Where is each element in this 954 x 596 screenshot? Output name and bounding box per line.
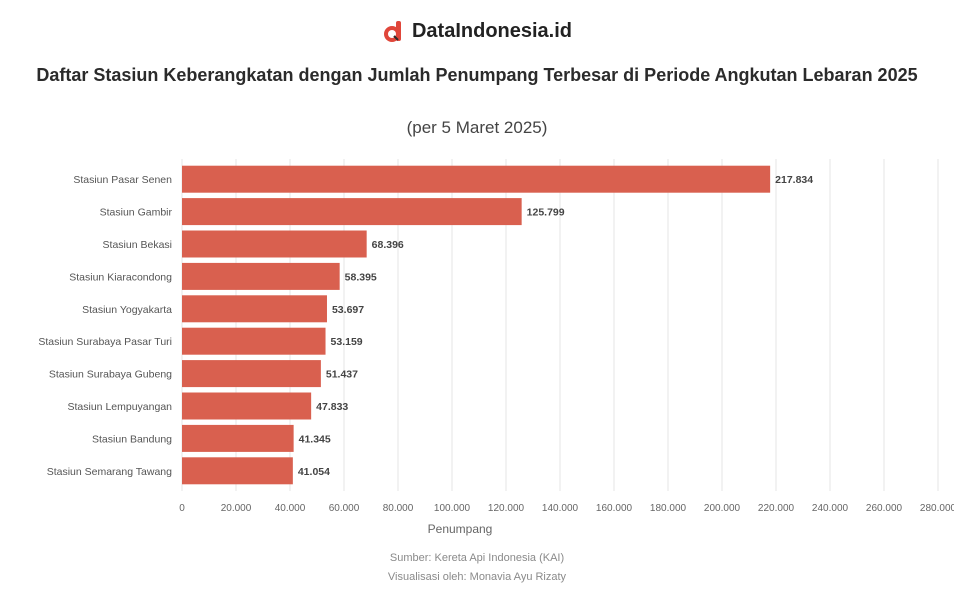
bar — [182, 165, 771, 193]
x-tick-label: 220.000 — [758, 503, 795, 514]
x-tick-label: 100.000 — [434, 503, 471, 514]
data-label: 41.345 — [299, 433, 331, 445]
category-label: Stasiun Lempuyangan — [68, 401, 173, 413]
bar — [182, 392, 312, 420]
brand-header: DataIndonesia.id — [0, 20, 954, 43]
category-label: Stasiun Bandung — [92, 433, 172, 445]
x-tick-label: 80.000 — [383, 503, 414, 514]
x-tick-label: 200.000 — [704, 503, 741, 514]
category-label: Stasiun Pasar Senen — [73, 174, 172, 186]
x-tick-label: 40.000 — [275, 503, 306, 514]
x-tick-label: 260.000 — [866, 503, 903, 514]
bar — [182, 360, 321, 388]
category-label: Stasiun Surabaya Pasar Turi — [38, 336, 172, 348]
x-tick-label: 280.000 — [920, 503, 954, 514]
category-label: Stasiun Kiaracondong — [69, 271, 172, 283]
bar — [182, 262, 340, 290]
x-tick-label: 0 — [179, 503, 185, 514]
chart-subtitle: (per 5 Maret 2025) — [406, 118, 548, 137]
x-tick-label: 160.000 — [596, 503, 633, 514]
data-label: 58.395 — [345, 271, 377, 283]
x-tick-label: 180.000 — [650, 503, 687, 514]
x-axis-title: Penumpang — [428, 522, 493, 536]
x-tick-label: 60.000 — [329, 503, 360, 514]
bar-chart: 0 20.000 40.000 60.000 80.000 100.000 120.000 1… — [38, 159, 954, 536]
source-note: Sumber: Kereta Api Indonesia (KAI) — [389, 552, 565, 564]
bar — [182, 230, 367, 258]
data-label: 217.834 — [775, 174, 813, 186]
bar — [182, 295, 327, 323]
chart-title: Daftar Stasiun Keberangkatan dengan Juml… — [36, 65, 918, 85]
bar — [182, 327, 326, 355]
data-label: 68.396 — [372, 239, 404, 251]
x-tick-label: 140.000 — [542, 503, 579, 514]
category-label: Stasiun Gambir — [100, 207, 173, 219]
data-label: 53.697 — [332, 304, 364, 316]
x-tick-label: 20.000 — [221, 503, 252, 514]
data-label: 51.437 — [326, 369, 358, 381]
dataindonesia-logo-icon — [383, 20, 401, 42]
category-label: Stasiun Bekasi — [103, 239, 172, 251]
bar — [182, 424, 294, 452]
category-label: Stasiun Yogyakarta — [82, 304, 172, 316]
bar — [182, 198, 522, 226]
data-label: 41.054 — [298, 466, 330, 478]
data-label: 47.833 — [316, 401, 348, 413]
bar — [182, 457, 293, 485]
x-tick-label: 120.000 — [488, 503, 525, 514]
data-label: 125.799 — [527, 207, 565, 219]
credit-note: Visualisasi oleh: Monavia Ayu Rizaty — [387, 571, 567, 583]
x-tick-label: 240.000 — [812, 503, 849, 514]
data-label: 53.159 — [331, 336, 363, 348]
category-label: Stasiun Surabaya Gubeng — [49, 369, 172, 381]
category-label: Stasiun Semarang Tawang — [47, 466, 172, 478]
brand-name: DataIndonesia.id — [411, 20, 573, 42]
